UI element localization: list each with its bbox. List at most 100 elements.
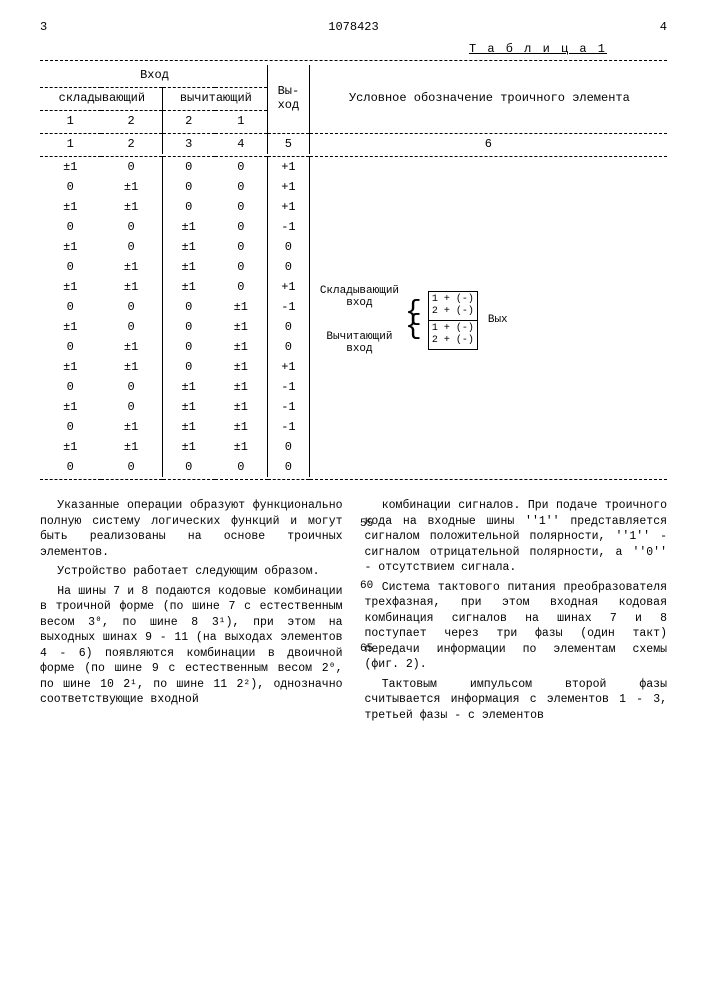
col-h: 2 — [163, 111, 215, 132]
paragraph: На шины 7 и 8 подаются кодовые комбинаци… — [40, 584, 343, 708]
header-sub: вычитающий — [163, 88, 268, 109]
cell: ±1 — [101, 197, 163, 217]
cell: ±1 — [101, 357, 163, 377]
line-number: 65 — [360, 643, 373, 655]
cell: +1 — [268, 157, 309, 178]
cell: +1 — [268, 277, 309, 297]
sym-sub-label: Вычитающий вход — [320, 331, 399, 355]
cell: -1 — [268, 397, 309, 417]
cell: ±1 — [40, 317, 101, 337]
cell: ±1 — [215, 397, 268, 417]
cell: 0 — [163, 457, 215, 477]
col-h: 2 — [101, 111, 163, 132]
cell: -1 — [268, 377, 309, 397]
cell: 0 — [215, 257, 268, 277]
cell: 0 — [215, 277, 268, 297]
subcol: 3 — [163, 134, 215, 155]
cell: 0 — [215, 157, 268, 178]
cell: 0 — [40, 377, 101, 397]
header-output: Вы- ход — [268, 65, 309, 131]
cell: 0 — [163, 297, 215, 317]
cell: -1 — [268, 297, 309, 317]
cell: ±1 — [101, 277, 163, 297]
element-box: 1 + (-)2 + (-)1 + (-)2 + (-) — [428, 291, 478, 350]
cell: ±1 — [40, 277, 101, 297]
header-symbol: Условное обозначение троичного элемента — [310, 65, 667, 131]
truth-table: Вход Вы- ход Условное обозначение троичн… — [40, 65, 667, 480]
cell: 0 — [268, 237, 309, 257]
paragraph: Система тактового питания преобразовател… — [365, 580, 668, 673]
cell: 0 — [101, 217, 163, 237]
cell: ±1 — [215, 437, 268, 457]
cell: ±1 — [101, 257, 163, 277]
cell: ±1 — [163, 277, 215, 297]
cell: 0 — [101, 397, 163, 417]
paragraph: Тактовым импульсом второй фазы считывает… — [365, 677, 668, 724]
cell: 0 — [101, 157, 163, 178]
cell: 0 — [215, 237, 268, 257]
cell: ±1 — [101, 417, 163, 437]
cell: 0 — [101, 377, 163, 397]
paragraph: Устройство работает следующим образом. — [40, 564, 343, 580]
cell: ±1 — [40, 357, 101, 377]
page-header: 3 1078423 4 — [40, 20, 667, 34]
cell: 0 — [268, 317, 309, 337]
cell: 0 — [163, 337, 215, 357]
symbol-cell: Складывающий входВычитающий вход{{1 + (-… — [310, 157, 667, 478]
cell: ±1 — [215, 337, 268, 357]
table-caption: Т а б л и ц а 1 — [40, 42, 667, 56]
cell: 0 — [101, 457, 163, 477]
paragraph: Указанные операции образуют функциональн… — [40, 498, 343, 560]
col-h: 1 — [40, 111, 101, 132]
subcol: 6 — [310, 134, 667, 155]
cell: ±1 — [163, 217, 215, 237]
paragraph: комбинации сигналов. При подаче троичног… — [365, 498, 668, 576]
cell: +1 — [268, 197, 309, 217]
cell: ±1 — [101, 437, 163, 457]
cell: -1 — [268, 217, 309, 237]
cell: ±1 — [40, 157, 101, 178]
cell: ±1 — [101, 337, 163, 357]
cell: 0 — [101, 297, 163, 317]
header-sum: складывающий — [40, 88, 162, 109]
cell: 0 — [163, 197, 215, 217]
cell: +1 — [268, 357, 309, 377]
cell: 0 — [215, 457, 268, 477]
cell: 0 — [163, 317, 215, 337]
cell: 0 — [40, 297, 101, 317]
line-number: 60 — [360, 580, 373, 592]
sym-out-label: Вых — [484, 314, 508, 326]
cell: ±1 — [40, 237, 101, 257]
cell: ±1 — [163, 417, 215, 437]
cell: 0 — [40, 177, 101, 197]
cell: 0 — [268, 457, 309, 477]
subcol: 1 — [40, 134, 101, 155]
page-num-left: 3 — [40, 20, 100, 34]
cell: ±1 — [163, 377, 215, 397]
cell: 0 — [40, 257, 101, 277]
col-h: 1 — [215, 111, 268, 132]
cell: 0 — [215, 217, 268, 237]
cell: ±1 — [40, 397, 101, 417]
page-num-right: 4 — [607, 20, 667, 34]
sym-sum-label: Складывающий вход — [320, 285, 399, 309]
cell: 0 — [40, 457, 101, 477]
subcol: 2 — [101, 134, 163, 155]
cell: ±1 — [215, 297, 268, 317]
cell: ±1 — [215, 357, 268, 377]
body-text: Указанные операции образуют функциональн… — [40, 498, 667, 723]
cell: 0 — [215, 177, 268, 197]
subcol: 5 — [268, 134, 309, 155]
table-row: ±1000+1Складывающий входВычитающий вход{… — [40, 157, 667, 178]
cell: +1 — [268, 177, 309, 197]
cell: ±1 — [163, 237, 215, 257]
cell: 0 — [268, 437, 309, 457]
divider — [40, 60, 667, 61]
cell: 0 — [268, 337, 309, 357]
cell: ±1 — [40, 437, 101, 457]
cell: ±1 — [215, 317, 268, 337]
cell: 0 — [163, 357, 215, 377]
cell: 0 — [40, 217, 101, 237]
cell: ±1 — [163, 257, 215, 277]
cell: 0 — [163, 177, 215, 197]
